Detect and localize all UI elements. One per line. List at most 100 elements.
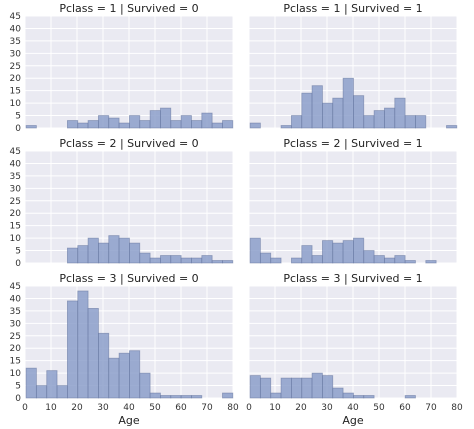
histogram-bar — [118, 352, 130, 399]
histogram-bar — [191, 395, 203, 399]
histogram-bar — [118, 122, 130, 129]
histogram-bar — [98, 332, 110, 399]
histogram-bar — [332, 387, 344, 399]
facet-panel-1: Pclass = 1 | Survived = 0 0 5 10 15 20 25 30 35 4… — [10, 2, 234, 134]
histogram-bar — [353, 95, 365, 129]
x-tick-label: 10 — [45, 403, 57, 413]
y-tick-label: 5 — [15, 247, 21, 257]
y-tick-label: 10 — [10, 369, 22, 379]
histogram-bar — [384, 107, 396, 129]
histogram-bar — [332, 97, 344, 129]
histogram-bar — [56, 385, 68, 399]
histogram-bar — [342, 392, 354, 399]
y-tick-label: 30 — [10, 184, 22, 194]
histogram-bar — [87, 120, 99, 129]
histogram-bar — [332, 242, 344, 264]
x-tick-label: 10 — [269, 403, 281, 413]
histogram-bar — [180, 395, 192, 399]
histogram-bar — [170, 255, 182, 264]
y-tick-label: 30 — [10, 319, 22, 329]
x-tick-label: 0 — [22, 403, 28, 413]
histogram-bar — [394, 255, 406, 264]
histogram-bar — [259, 377, 272, 399]
y-tick-label: 40 — [10, 24, 22, 34]
histogram-bar — [67, 120, 79, 129]
y-tick-label: 0 — [15, 259, 21, 269]
panel-title: Pclass = 1 | Survived = 1 — [283, 2, 422, 15]
histogram-bar — [25, 125, 37, 129]
histogram-bar — [249, 237, 261, 264]
histogram-bar — [87, 237, 99, 264]
y-tick-label: 35 — [10, 37, 21, 47]
histogram-bar — [160, 255, 172, 264]
histogram-bar — [46, 370, 58, 399]
histogram-bar — [149, 257, 161, 264]
y-tick-label: 45 — [10, 147, 21, 157]
panel-title: Pclass = 1 | Survived = 0 — [59, 2, 198, 15]
panel-title: Pclass = 2 | Survived = 0 — [59, 137, 198, 150]
histogram-bar — [404, 115, 416, 129]
histogram-bar — [353, 237, 365, 264]
histogram-bar — [129, 242, 141, 264]
histogram-bar — [363, 250, 375, 264]
histogram-bar — [415, 115, 427, 129]
panel-title: Pclass = 3 | Survived = 0 — [59, 272, 198, 285]
histogram-bar — [291, 115, 303, 129]
facet-panel-3: Pclass = 2 | Survived = 0 0 5 10 15 20 25 30 35 4… — [10, 137, 234, 269]
histogram-bar — [211, 122, 223, 129]
y-tick-label: 15 — [10, 87, 21, 97]
y-tick-label: 40 — [10, 294, 22, 304]
y-tick-label: 25 — [10, 332, 21, 342]
histogram-bar — [301, 377, 313, 399]
histogram-bar — [129, 350, 141, 399]
histogram-bar — [311, 85, 323, 129]
y-tick-label: 20 — [10, 74, 22, 84]
histogram-bar — [394, 97, 406, 129]
x-tick-label: 20 — [71, 403, 83, 413]
x-tick-label: 80 — [451, 403, 463, 413]
histogram-bar — [363, 115, 375, 129]
facet-panel-6: Pclass = 3 | Survived = 1 0 10 20 30 40 50 60 70… — [246, 272, 463, 427]
x-tick-label: 40 — [347, 403, 359, 413]
histogram-bar — [160, 395, 172, 399]
histogram-bar — [311, 255, 323, 264]
x-tick-label: 30 — [97, 403, 109, 413]
x-tick-label: 60 — [399, 403, 411, 413]
histogram-bar — [191, 120, 203, 129]
x-axis-label: Age — [118, 414, 140, 427]
x-tick-label: 0 — [246, 403, 252, 413]
histogram-bar — [180, 115, 192, 129]
histogram-bar — [363, 395, 375, 399]
y-tick-label: 15 — [10, 357, 21, 367]
y-tick-label: 20 — [10, 209, 22, 219]
histogram-bar — [180, 257, 192, 264]
histogram-bar — [249, 122, 261, 129]
histogram-bar — [322, 102, 334, 129]
histogram-bar — [201, 112, 213, 129]
histogram-bar — [108, 117, 120, 129]
histogram-bar — [160, 107, 172, 129]
y-tick-label: 5 — [15, 112, 21, 122]
histogram-bar — [384, 257, 396, 264]
histogram-bar — [322, 375, 334, 399]
histogram-bar — [201, 255, 213, 264]
y-tick-label: 15 — [10, 222, 21, 232]
histogram-bar — [77, 290, 89, 399]
x-tick-label: 50 — [373, 403, 385, 413]
histogram-bar — [139, 120, 151, 129]
histogram-bar — [77, 245, 89, 264]
histogram-bar — [222, 260, 234, 264]
histogram-bar — [270, 392, 282, 399]
histogram-bar — [291, 257, 303, 264]
histogram-bar — [342, 77, 354, 129]
histogram-bar — [98, 242, 110, 264]
histogram-bar — [301, 245, 313, 264]
histogram-bar — [353, 395, 365, 399]
histogram-bar — [108, 357, 120, 399]
histogram-bar — [67, 300, 79, 399]
facet-panel-2: Pclass = 1 | Survived = 1 — [248, 2, 458, 129]
x-tick-label: 30 — [321, 403, 333, 413]
histogram-bar — [222, 120, 234, 129]
histogram-bar — [35, 385, 48, 399]
